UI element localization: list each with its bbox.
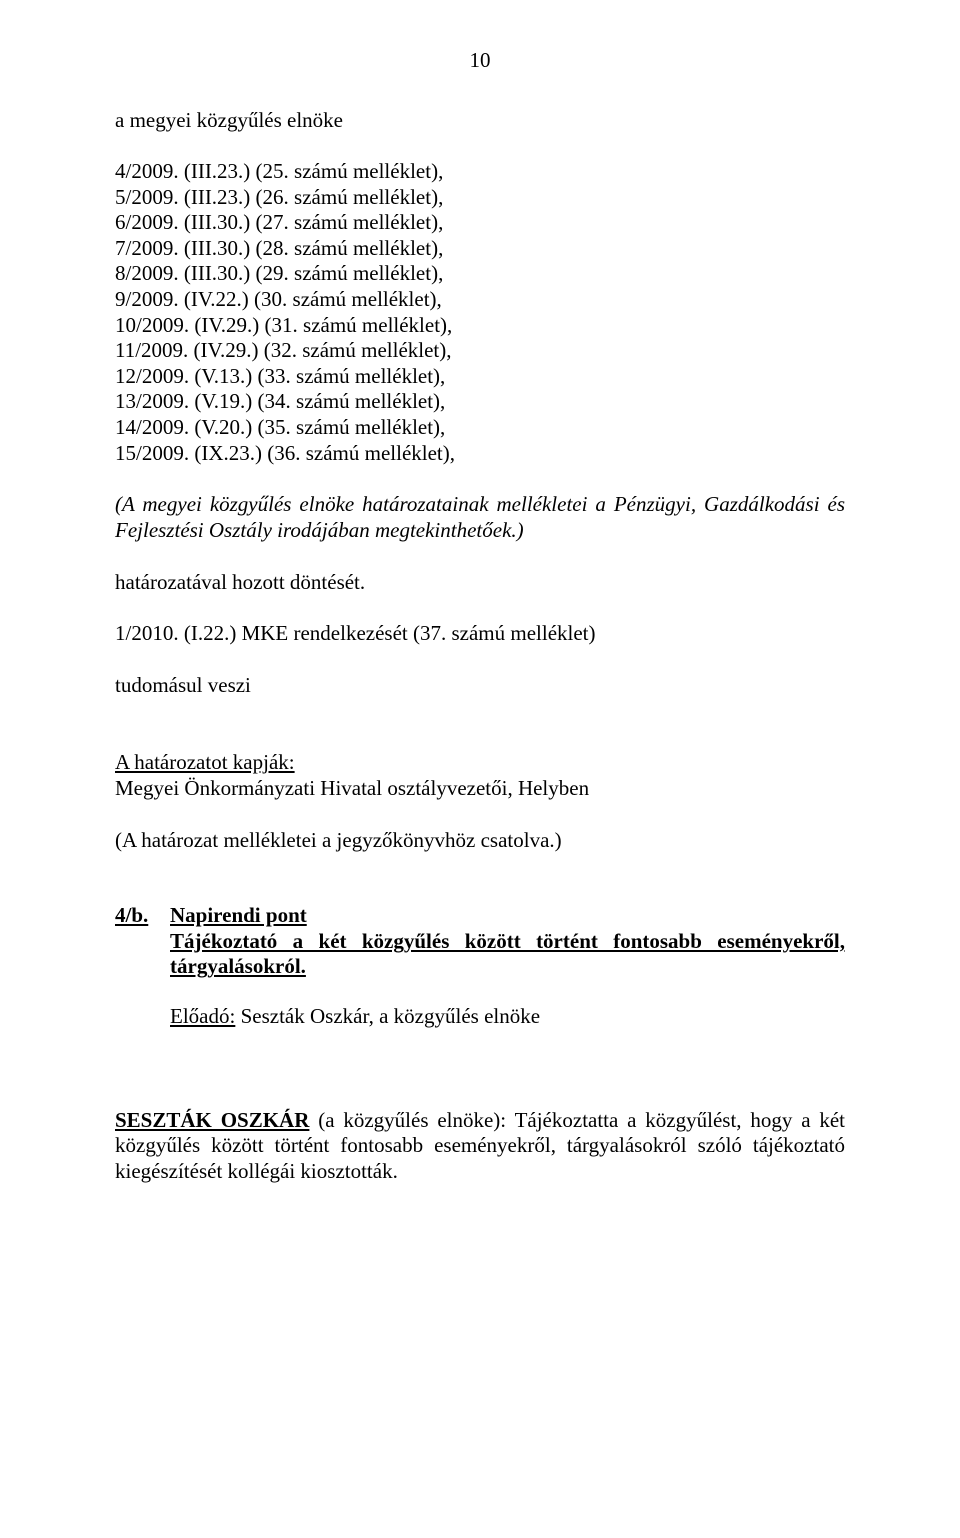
napirend-block: 4/b. Napirendi pont Tájékoztató a két kö… <box>115 903 845 1029</box>
list-item: 4/2009. (III.23.) (25. számú melléklet), <box>115 159 845 185</box>
list-item: 10/2009. (IV.29.) (31. számú melléklet), <box>115 313 845 339</box>
list-item: 13/2009. (V.19.) (34. számú melléklet), <box>115 389 845 415</box>
presenter-label: Előadó: <box>170 1004 235 1028</box>
list-item: 7/2009. (III.30.) (28. számú melléklet), <box>115 236 845 262</box>
hatarozatot-block: A határozatot kapják: <box>115 750 845 776</box>
final-paragraph: SESZTÁK OSZKÁR (a közgyűlés elnöke): Táj… <box>115 1108 845 1185</box>
napirend-title: Napirendi pont <box>170 903 307 927</box>
list-item: 9/2009. (IV.22.) (30. számú melléklet), <box>115 287 845 313</box>
hatarozatot-body: Megyei Önkormányzati Hivatal osztályveze… <box>115 776 845 802</box>
attachment-note: (A határozat mellékletei a jegyzőkönyvhö… <box>115 828 845 854</box>
final-name: SESZTÁK OSZKÁR <box>115 1108 309 1132</box>
list-item: 15/2009. (IX.23.) (36. számú melléklet), <box>115 441 845 467</box>
napirend-line1: Tájékoztató a két közgyűlés között törté… <box>170 929 845 979</box>
list-item: 5/2009. (III.23.) (26. számú melléklet), <box>115 185 845 211</box>
tudomasul-line: tudomásul veszi <box>115 673 845 699</box>
list-item: 6/2009. (III.30.) (27. számú melléklet), <box>115 210 845 236</box>
napirend-label: 4/b. <box>115 903 148 927</box>
hatarozatot-title: A határozatot kapják: <box>115 750 295 774</box>
presenter-name: Seszták Oszkár, a közgyűlés elnöke <box>235 1004 540 1028</box>
list-item: 11/2009. (IV.29.) (32. számú melléklet), <box>115 338 845 364</box>
list-item: 12/2009. (V.13.) (33. számú melléklet), <box>115 364 845 390</box>
italic-note: (A megyei közgyűlés elnöke határozataina… <box>115 492 845 543</box>
list-item: 14/2009. (V.20.) (35. számú melléklet), <box>115 415 845 441</box>
page-number: 10 <box>115 48 845 73</box>
heading: a megyei közgyűlés elnöke <box>115 108 845 133</box>
hatarozataval-line: határozatával hozott döntését. <box>115 570 845 596</box>
list-item: 8/2009. (III.30.) (29. számú melléklet), <box>115 261 845 287</box>
mke-line: 1/2010. (I.22.) MKE rendelkezését (37. s… <box>115 621 845 647</box>
page: 10 a megyei közgyűlés elnöke 4/2009. (II… <box>0 0 960 1538</box>
